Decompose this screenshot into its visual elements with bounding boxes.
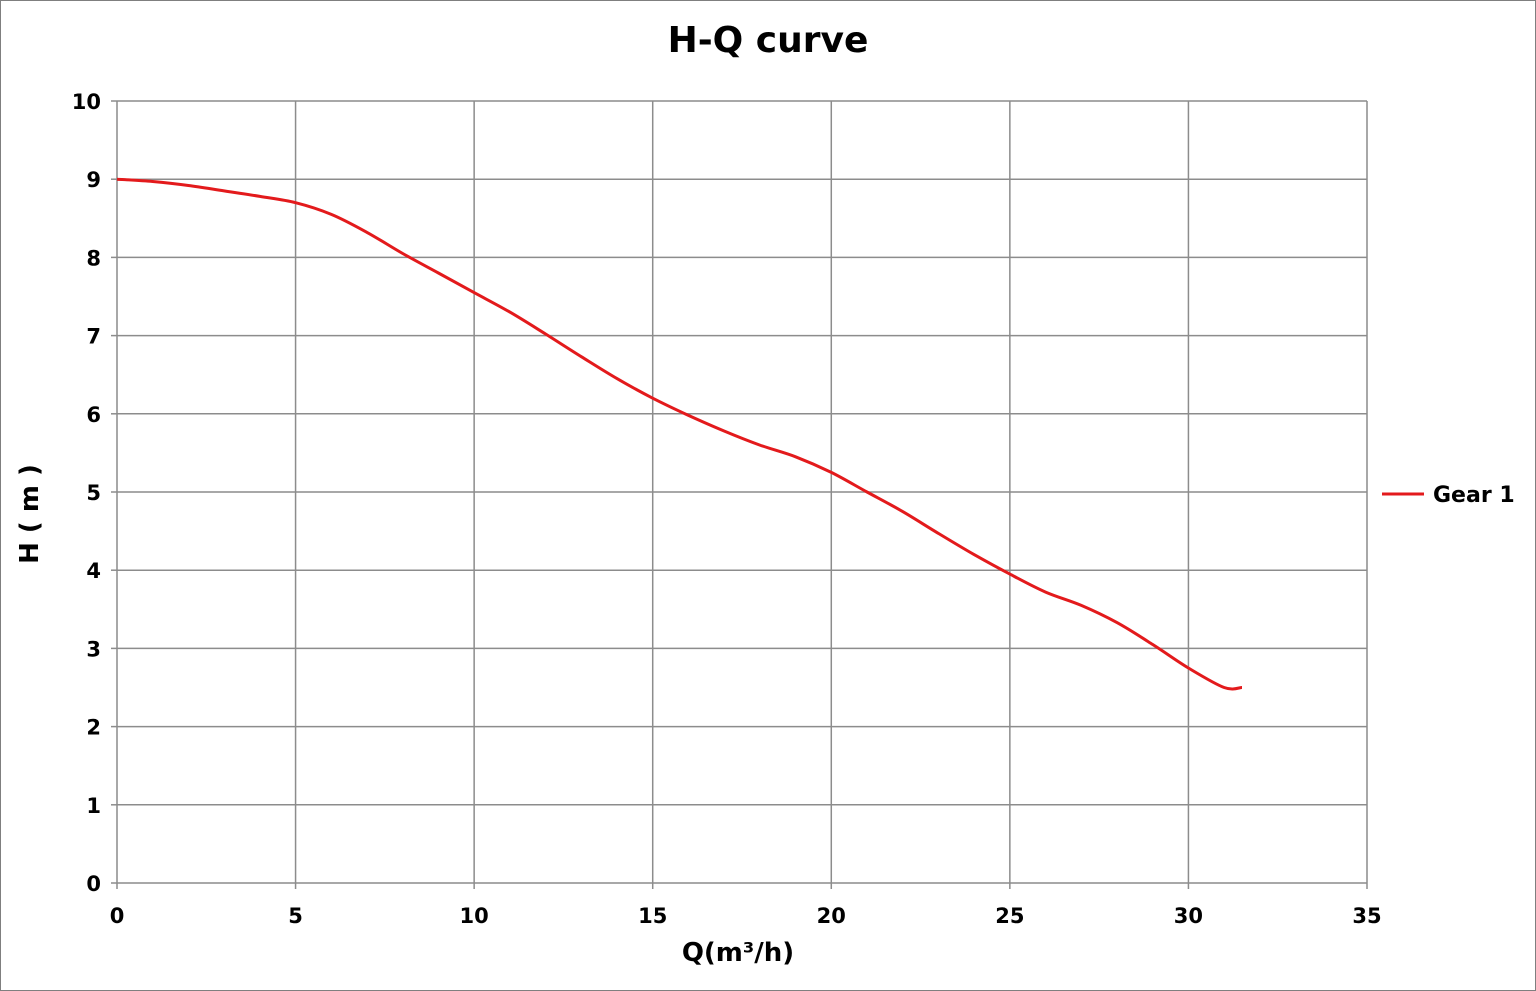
x-tick-label: 10 — [460, 904, 489, 928]
y-tick-label: 2 — [86, 716, 101, 740]
legend-label-gear-1: Gear 1 — [1433, 483, 1515, 508]
chart-title: H-Q curve — [668, 20, 869, 61]
y-tick-label: 3 — [86, 637, 101, 661]
grid — [111, 100, 1368, 889]
x-tick-label: 0 — [110, 904, 125, 928]
y-tick-label: 7 — [86, 325, 101, 349]
y-axis-label: H ( m ) — [15, 464, 45, 564]
x-tick-label: 30 — [1174, 904, 1203, 928]
y-tick-labels: 0 1 2 3 4 5 6 7 8 9 10 — [72, 90, 101, 896]
y-tick-label: 5 — [86, 481, 101, 505]
x-tick-label: 35 — [1352, 904, 1381, 928]
x-axis-label: Q(m³/h) — [682, 938, 794, 968]
y-tick-label: 8 — [86, 246, 101, 270]
y-tick-label: 1 — [86, 794, 101, 818]
y-tick-label: 9 — [86, 168, 101, 192]
x-tick-label: 5 — [288, 904, 303, 928]
series-group — [116, 177, 1243, 691]
y-tick-label: 4 — [86, 559, 101, 583]
series-line-gear-1 — [116, 177, 1243, 691]
legend: Gear 1 — [1382, 483, 1515, 508]
x-tick-label: 25 — [995, 904, 1024, 928]
x-tick-label: 15 — [638, 904, 667, 928]
y-tick-label: 10 — [72, 90, 101, 114]
y-tick-label: 0 — [86, 872, 101, 896]
x-tick-labels: 0 5 10 15 20 25 30 35 — [110, 904, 1382, 928]
y-tick-label: 6 — [86, 403, 101, 427]
x-tick-label: 20 — [817, 904, 846, 928]
